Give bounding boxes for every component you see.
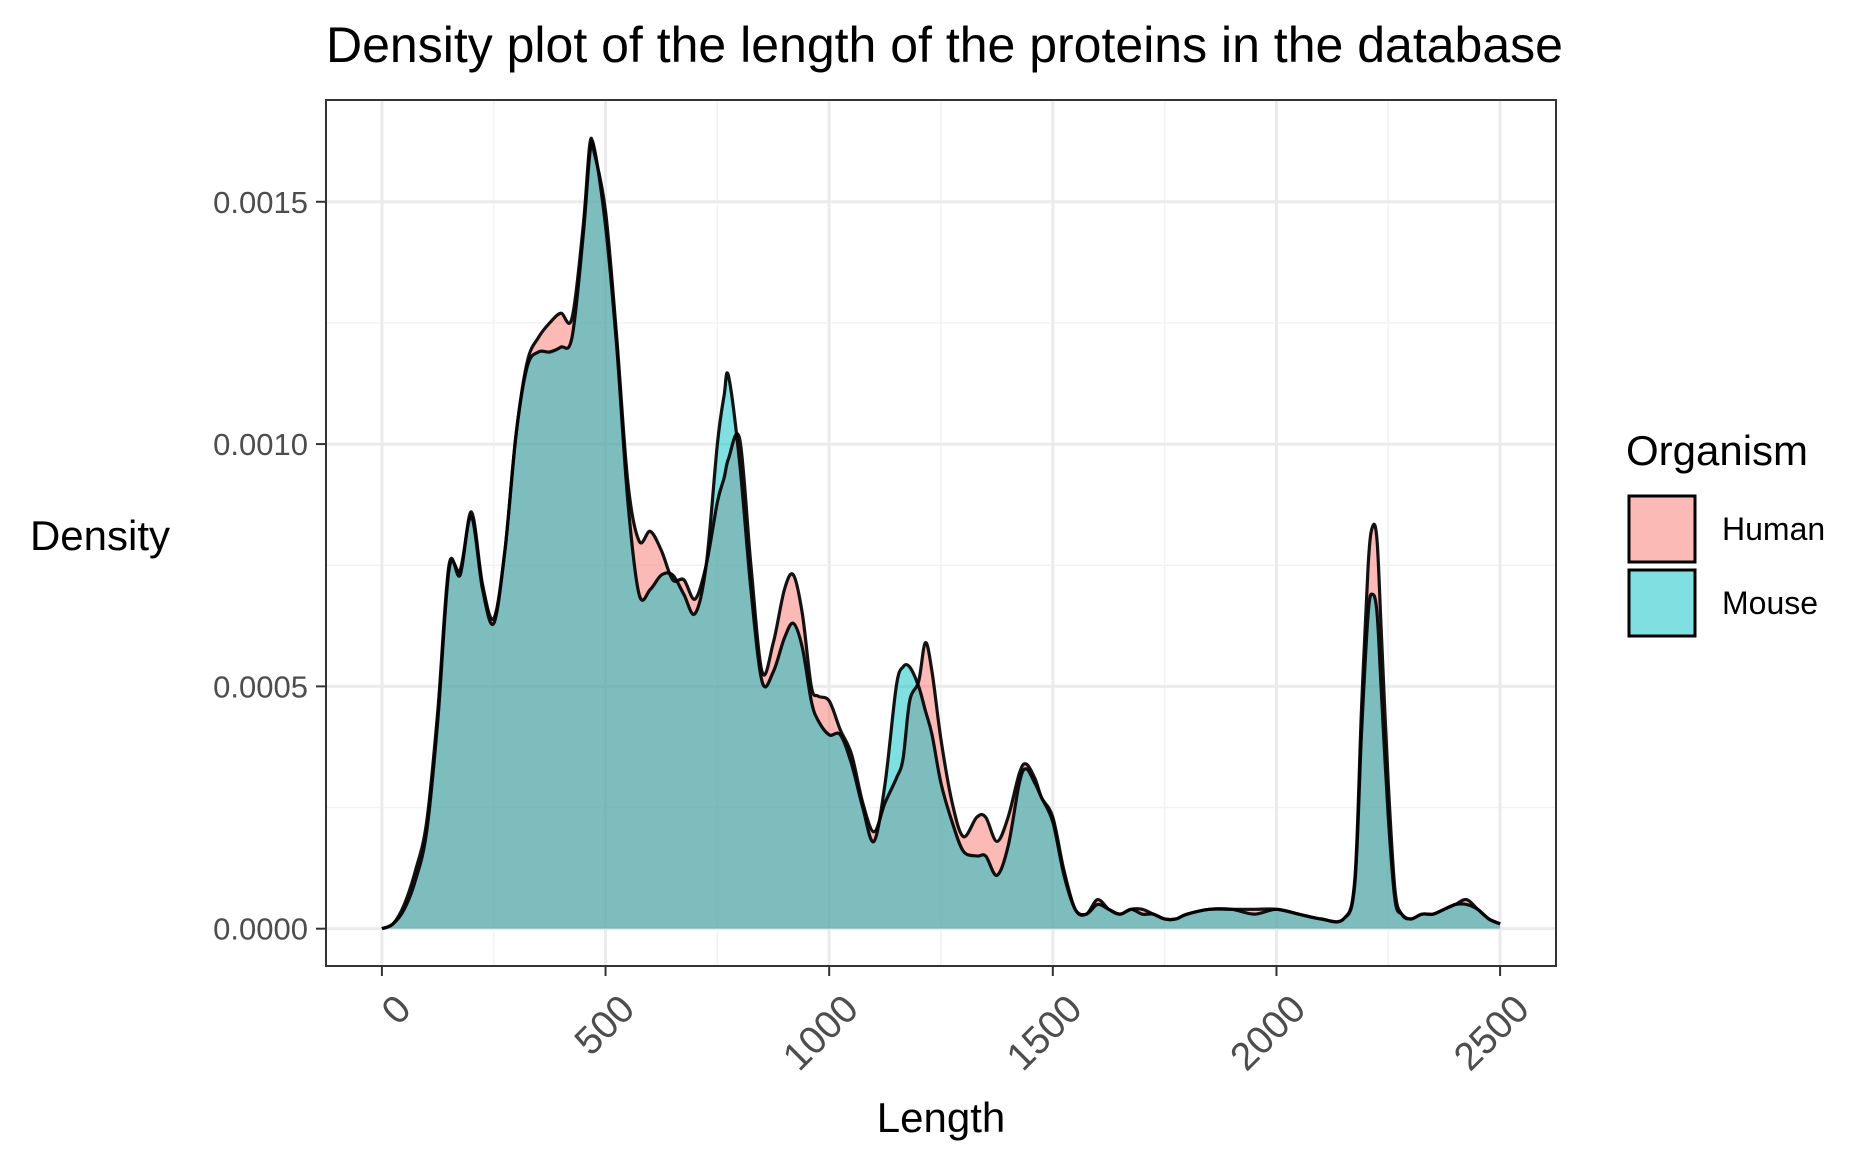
y-tick-label: 0.0010 <box>213 427 308 462</box>
legend-swatch-mouse <box>1627 568 1697 638</box>
y-axis-title: Density <box>30 512 170 559</box>
legend-label-mouse: Mouse <box>1722 585 1818 621</box>
x-tick-label: 0 <box>374 987 420 1033</box>
x-axis-title: Length <box>877 1094 1005 1141</box>
legend-title: Organism <box>1626 427 1808 474</box>
x-tick-label: 1000 <box>775 987 867 1079</box>
y-tick-label: 0.0005 <box>213 669 308 704</box>
y-tick-label: 0.0000 <box>213 912 308 947</box>
legend: Organism Human Mouse <box>1626 427 1825 638</box>
density-areas <box>381 138 1501 929</box>
y-axis: 0.0000 0.0005 0.0010 0.0015 <box>213 185 326 947</box>
density-line-mouse <box>381 139 1501 931</box>
x-tick-label: 500 <box>567 987 643 1063</box>
y-tick-label: 0.0015 <box>213 185 308 220</box>
legend-label-human: Human <box>1722 511 1825 547</box>
plot-border <box>325 99 1557 967</box>
legend-swatch-human <box>1627 494 1697 564</box>
x-tick-label: 2500 <box>1446 987 1538 1079</box>
legend-items: Human Mouse <box>1627 494 1825 638</box>
density-outlines <box>381 136 1501 931</box>
x-tick-label: 2000 <box>1222 987 1314 1079</box>
chart-title: Density plot of the length of the protei… <box>326 17 1563 73</box>
x-tick-label: 1500 <box>999 987 1091 1079</box>
x-axis: 0 500 1000 1500 2000 2500 <box>374 966 1538 1079</box>
density-area-mouse <box>381 140 1501 929</box>
